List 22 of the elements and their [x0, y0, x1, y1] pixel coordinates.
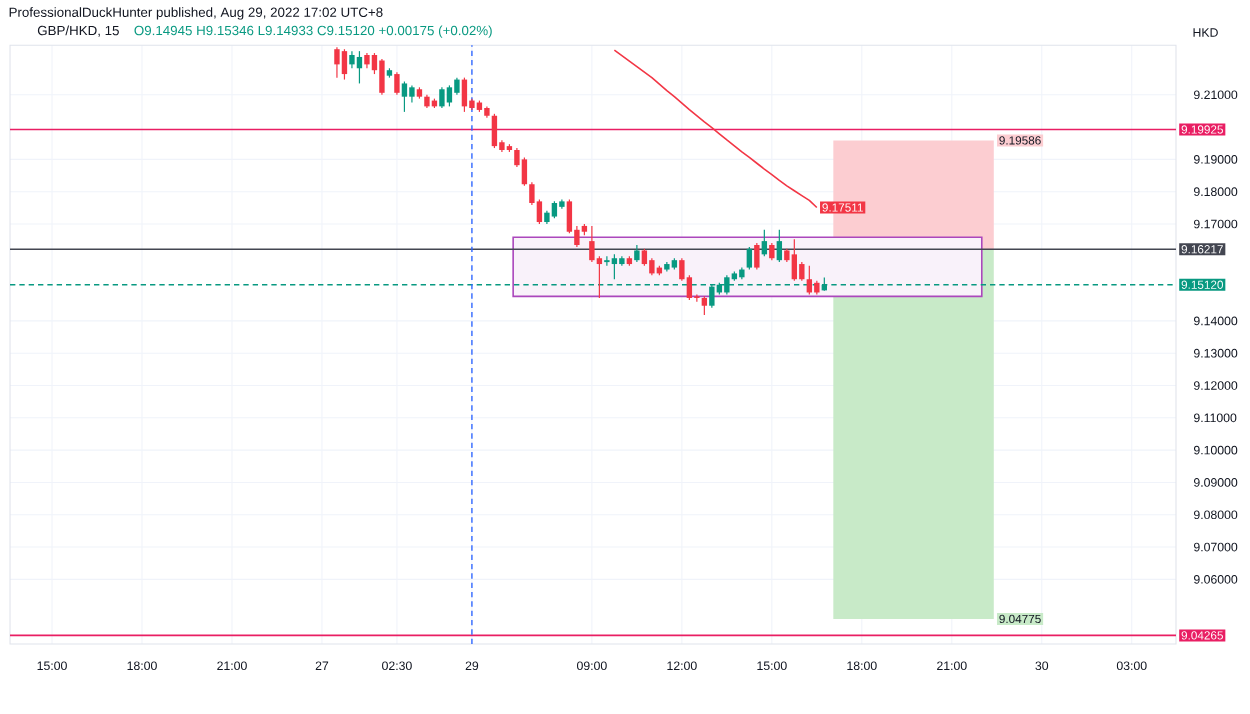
candlestick [401, 80, 408, 113]
candlestick [334, 46, 340, 79]
candlestick [701, 295, 708, 316]
candlestick [791, 238, 798, 282]
candlestick [439, 86, 445, 109]
candlestick [806, 265, 813, 296]
candlestick [379, 58, 385, 96]
candlestick [491, 113, 498, 149]
candlestick [799, 261, 805, 282]
candlestick [746, 246, 753, 271]
candlestick [446, 84, 453, 107]
candlestick [604, 255, 610, 267]
candlestick [394, 71, 400, 96]
candlestick [589, 225, 595, 263]
candlestick [611, 253, 618, 280]
candlestick [761, 229, 768, 257]
candlestick [754, 242, 760, 271]
candlestick [776, 229, 783, 263]
candlestick [341, 48, 348, 81]
candlestick [356, 50, 363, 85]
candlestick [461, 77, 468, 113]
candlestick [521, 156, 528, 187]
